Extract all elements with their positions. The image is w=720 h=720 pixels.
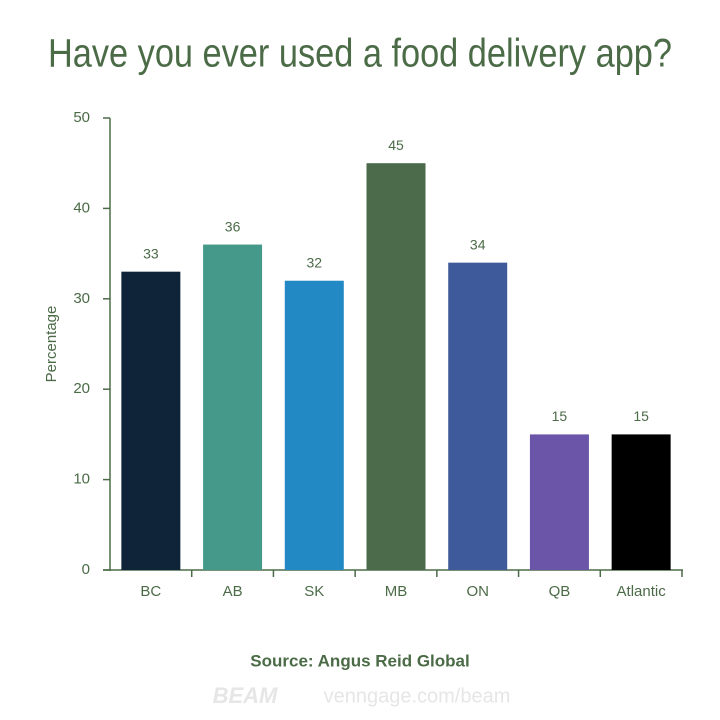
chart-title: Have you ever used a food delivery app?: [48, 32, 672, 76]
x-tick-label: SK: [304, 583, 324, 600]
bar: [203, 244, 263, 570]
value-label: 45: [388, 137, 404, 153]
value-label: 34: [470, 236, 486, 252]
bar: [366, 163, 426, 570]
bar: [284, 280, 344, 570]
x-tick-label: ON: [466, 583, 489, 600]
y-tick-label: 20: [73, 380, 90, 397]
x-tick-label: QB: [549, 583, 571, 600]
y-tick-label: 10: [73, 471, 90, 488]
value-label: 33: [143, 245, 159, 261]
x-tick-label: BC: [140, 583, 161, 600]
bar: [529, 434, 589, 570]
x-tick-label: AB: [223, 583, 243, 600]
y-tick-label: 30: [73, 290, 90, 307]
y-tick-label: 0: [82, 561, 90, 578]
x-tick-label: Atlantic: [617, 583, 667, 600]
y-axis-label: Percentage: [43, 306, 60, 383]
bar: [448, 262, 508, 570]
y-tick-label: 50: [73, 109, 90, 126]
x-tick-label: MB: [385, 583, 408, 600]
bar: [121, 271, 181, 570]
source: Source: Angus Reid Global: [250, 651, 469, 670]
value-label: 36: [225, 218, 241, 234]
value-label: 32: [306, 254, 322, 270]
value-label: 15: [552, 408, 568, 424]
footer-logo: BEAM: [213, 683, 278, 708]
footer-url: venngage.com/beam: [324, 685, 511, 707]
bar: [611, 434, 671, 570]
value-label: 15: [633, 408, 649, 424]
y-tick-label: 40: [73, 199, 90, 216]
